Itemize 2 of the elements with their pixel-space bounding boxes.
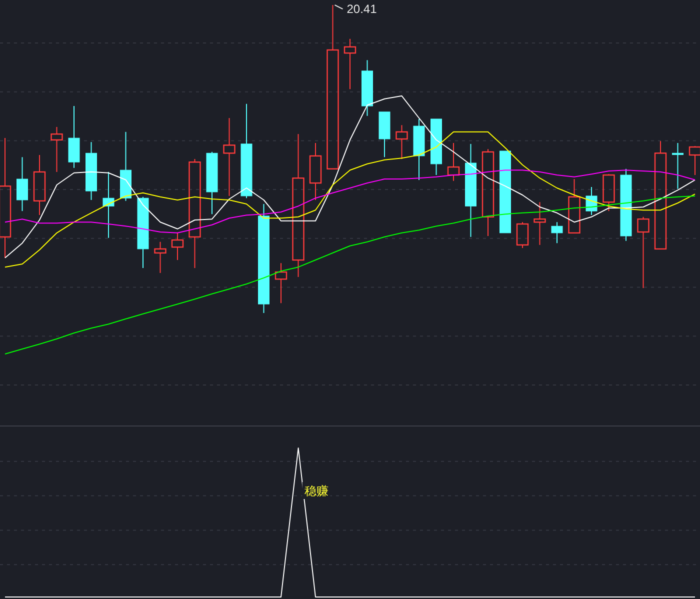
annotation: 20.41 — [346, 2, 378, 16]
annotation: 稳赚 — [304, 484, 328, 498]
